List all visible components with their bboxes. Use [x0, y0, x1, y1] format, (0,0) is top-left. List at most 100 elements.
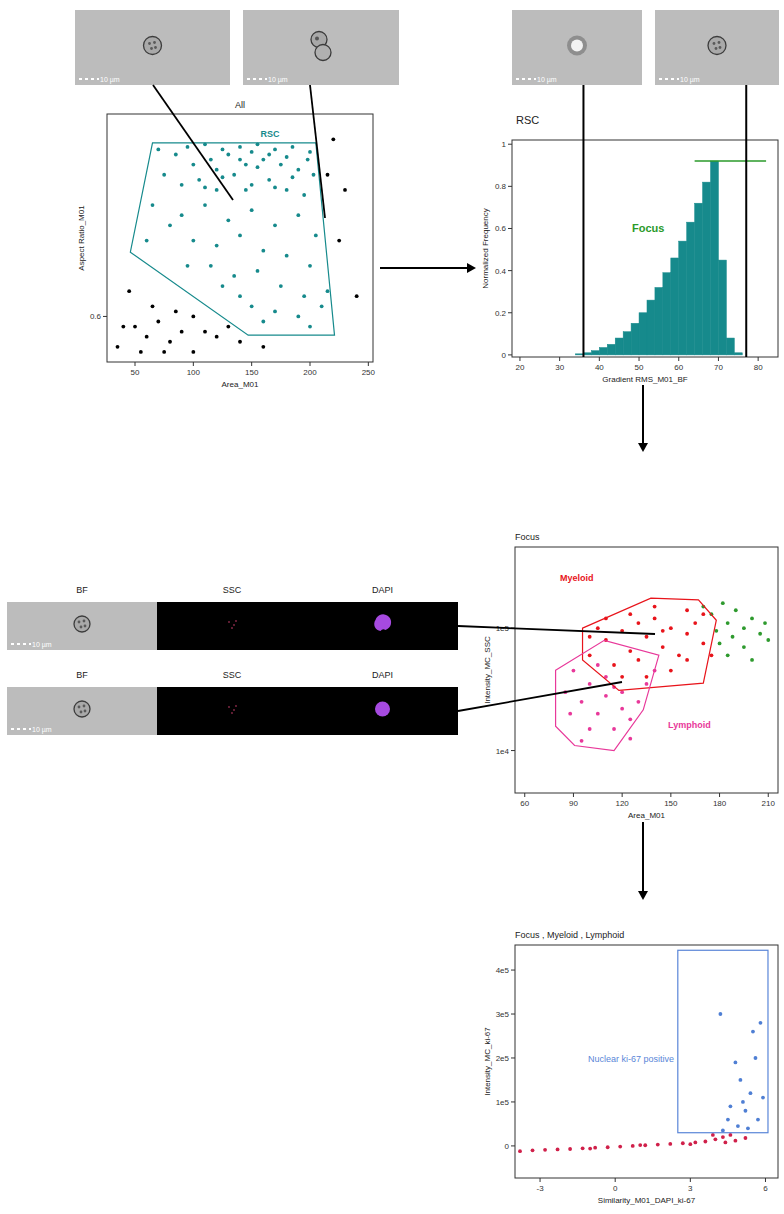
scatter-point [588, 1147, 592, 1151]
scatter-point [693, 1140, 697, 1144]
thumbnail-background [7, 687, 157, 735]
figure: All501001502002500.6Area_M01Aspect Ratio… [0, 0, 784, 1214]
scatter-point [580, 739, 584, 743]
scatter-point [238, 294, 242, 298]
scatter-point [628, 649, 632, 653]
histogram-bar [607, 344, 615, 355]
scatter-point [742, 626, 746, 630]
x-tick-label: 50 [131, 368, 140, 377]
scatter-point [232, 274, 236, 278]
histogram-bar [726, 338, 734, 355]
histogram-bar [623, 332, 631, 355]
scatter-point [685, 608, 689, 612]
scatter-point [209, 158, 213, 162]
scatter-point [306, 158, 310, 162]
scatter-point [731, 635, 735, 639]
background [0, 0, 784, 1214]
scatter-point [638, 1143, 642, 1147]
scatter-point [661, 629, 665, 633]
histogram-bar [615, 338, 623, 355]
scatter-point [568, 1147, 572, 1151]
scatter-point [232, 173, 236, 177]
x-tick [540, 1178, 541, 1182]
scale-bar-label: 10 µm [268, 76, 288, 84]
cell-thumbnail: 10 µm [7, 687, 157, 735]
scatter-point [180, 330, 184, 334]
flow-arrow [380, 263, 476, 273]
scatter-point [718, 1012, 722, 1016]
scatter-point [701, 612, 705, 616]
scatter-point [226, 218, 230, 222]
scatter-point [744, 1109, 748, 1113]
x-tick-label: 150 [664, 799, 678, 808]
gate-label: Myeloid [560, 573, 594, 583]
scale-bar [247, 78, 267, 80]
scatter-point [744, 1136, 748, 1140]
scatter-point [174, 153, 178, 157]
x-tick-label: 120 [615, 799, 629, 808]
nucleus [374, 614, 391, 631]
scale-bar [11, 643, 31, 645]
x-tick [519, 357, 520, 361]
x-tick [678, 357, 679, 361]
scatter-point [734, 1060, 738, 1064]
scatter-point [628, 737, 632, 741]
x-tick-label: 70 [714, 363, 723, 372]
scatter-point [751, 1030, 755, 1034]
scatter-point [215, 168, 219, 172]
cell-detail [148, 42, 151, 45]
scatter-point [331, 137, 335, 141]
connector-line [458, 682, 622, 711]
thumbnail-background [243, 10, 399, 85]
scatter-point [273, 148, 277, 152]
x-tick-label: 40 [595, 363, 604, 372]
scatter-point [656, 1143, 660, 1147]
cell [144, 37, 162, 55]
scatter-point [628, 612, 632, 616]
plot-marks [576, 161, 767, 355]
cell [567, 36, 587, 56]
scatter-point [256, 269, 260, 273]
scatter-point [669, 626, 673, 630]
histogram-bar [703, 182, 711, 355]
x-tick [524, 793, 525, 797]
y-axis-title: Intensity_MC_ki-67 [483, 1027, 492, 1096]
scatter-point [221, 175, 225, 179]
scatter-point [244, 188, 248, 192]
scatter-point [703, 1140, 707, 1144]
arrow-shaft [642, 822, 644, 891]
cell-detail [78, 621, 81, 624]
thumbnail-background [157, 687, 307, 735]
scatter-point [156, 148, 160, 152]
cell-detail [233, 624, 235, 626]
scatter-point [238, 145, 242, 149]
scatter-point [681, 1141, 685, 1145]
gate-polygon [130, 143, 334, 335]
scatter-point [620, 675, 624, 679]
gate-label: Lymphoid [668, 720, 711, 730]
y-tick-label: 1e5 [496, 1098, 510, 1107]
cell-detail [80, 711, 83, 714]
scatter-point [596, 712, 600, 716]
scatter-point [556, 1148, 560, 1152]
scatter-point [180, 213, 184, 217]
histogram-bar [711, 161, 719, 355]
y-tick [511, 1014, 515, 1015]
scatter-point [127, 289, 131, 293]
scatter-point [620, 707, 624, 711]
arrow-head [638, 891, 648, 900]
scale-bar-label: 10 µm [32, 641, 52, 649]
scatter-point [518, 1149, 522, 1153]
scatter-point [273, 309, 277, 313]
scatter-point [742, 645, 746, 649]
scatter-point [296, 315, 300, 319]
plot-frame [515, 945, 778, 1178]
cell-detail [233, 709, 235, 711]
scatter-point [729, 1104, 733, 1108]
flow-arrow [638, 385, 648, 452]
x-tick [758, 357, 759, 361]
cell [74, 701, 90, 717]
y-tick-label: 2e5 [496, 1054, 510, 1063]
chart-title: Focus [515, 532, 540, 542]
channel-label: BF [76, 585, 88, 595]
